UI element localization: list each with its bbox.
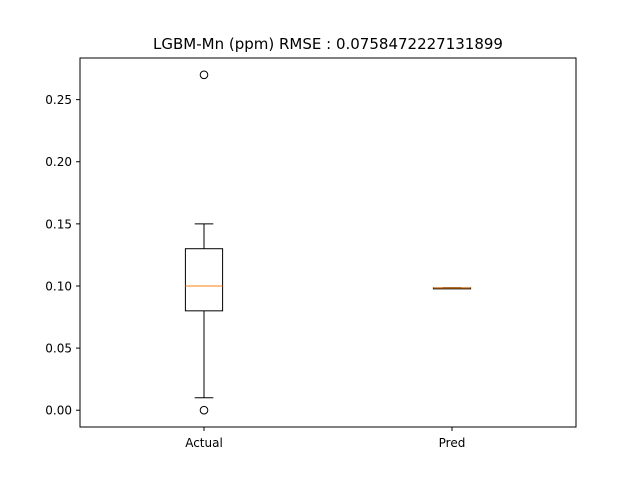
axes-frame — [79, 57, 577, 428]
x-axis: Actual Pred — [185, 427, 465, 450]
y-axis: 0.00 0.05 0.10 0.15 0.20 0.25 — [45, 93, 80, 418]
outlier-point — [199, 70, 209, 80]
y-tick-label: 0.15 — [45, 217, 72, 231]
box-actual — [184, 70, 224, 415]
plot-area — [184, 70, 472, 415]
y-tick-label: 0.10 — [45, 279, 72, 293]
y-tick-label: 0.05 — [45, 342, 72, 356]
outlier-point — [199, 405, 209, 415]
x-tick-label: Actual — [185, 436, 223, 450]
y-tick-label: 0.00 — [45, 404, 72, 418]
y-tick-label: 0.25 — [45, 93, 72, 107]
box-pred — [432, 287, 472, 290]
x-tick-label: Pred — [439, 436, 466, 450]
y-tick-label: 0.20 — [45, 155, 72, 169]
iqr-box — [184, 248, 224, 312]
chart-title: LGBM-Mn (ppm) RMSE : 0.0758472227131899 — [153, 35, 503, 53]
